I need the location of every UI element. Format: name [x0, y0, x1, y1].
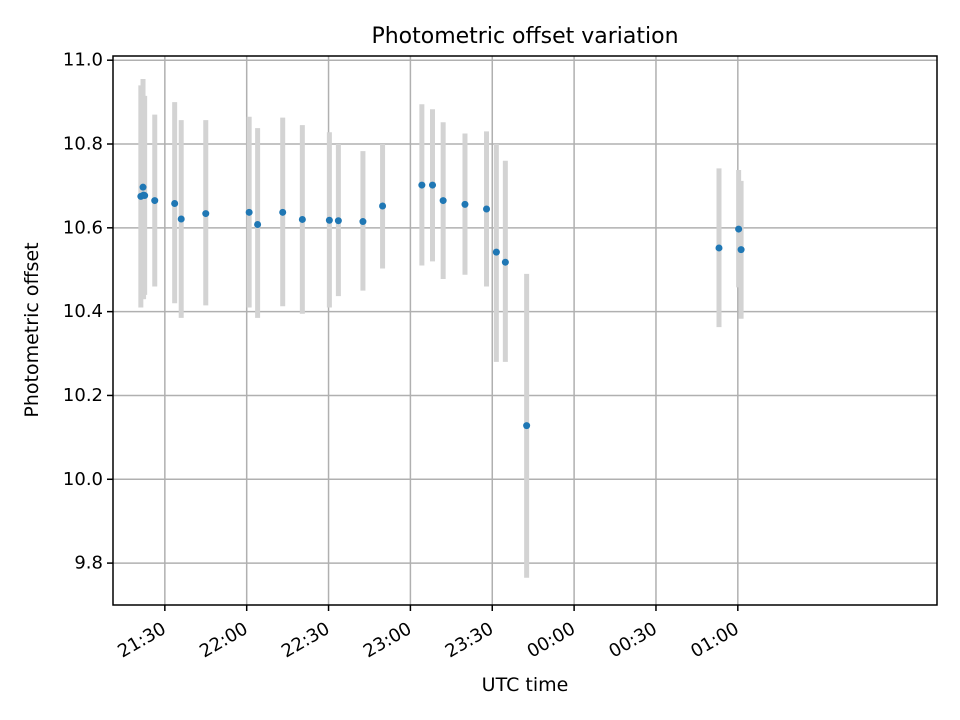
data-point [735, 225, 743, 233]
data-point [492, 248, 500, 256]
data-point [418, 181, 426, 189]
y-tick-label: 10.2 [63, 385, 103, 406]
chart-title: Photometric offset variation [371, 24, 678, 49]
x-tick-label: 00:30 [605, 618, 660, 662]
plot-frame [112, 55, 938, 606]
error-bars [138, 79, 744, 578]
x-tick-label: 23:30 [442, 618, 497, 662]
grid-layer [113, 56, 937, 605]
y-tick-label: 10.6 [63, 217, 103, 238]
data-point [461, 200, 469, 208]
data-point [254, 220, 262, 228]
x-tick-label: 22:00 [196, 618, 251, 662]
data-point [245, 208, 253, 216]
y-axis-label: Photometric offset [21, 242, 43, 417]
y-tick-label: 9.8 [74, 553, 103, 574]
data-point [177, 215, 185, 223]
data-point [501, 258, 509, 266]
y-tick-label: 10.0 [63, 469, 103, 490]
data-point [715, 244, 723, 252]
data-point [139, 183, 147, 191]
data-point [523, 422, 531, 430]
data-point [151, 197, 159, 205]
x-tick-label: 22:30 [278, 618, 333, 662]
x-tick-label: 21:30 [114, 618, 169, 662]
data-point [279, 208, 287, 216]
data-point [202, 210, 210, 218]
data-point [171, 200, 179, 208]
data-point [325, 216, 333, 224]
data-point [737, 246, 745, 254]
data-point [379, 202, 387, 210]
x-tick-label: 23:00 [360, 618, 415, 662]
x-tick-label: 01:00 [687, 618, 742, 662]
data-point [359, 218, 367, 226]
data-point [334, 217, 342, 225]
data-point [298, 215, 306, 223]
x-axis-label: UTC time [482, 674, 569, 696]
data-point [439, 197, 447, 205]
data-point [429, 181, 437, 189]
data-point [141, 192, 149, 200]
data-point [483, 205, 491, 213]
y-tick-label: 11.0 [63, 50, 103, 71]
y-tick-label: 10.4 [63, 301, 103, 322]
x-tick-label: 00:00 [524, 618, 579, 662]
y-tick-label: 10.8 [63, 134, 103, 155]
data-points [137, 181, 745, 430]
